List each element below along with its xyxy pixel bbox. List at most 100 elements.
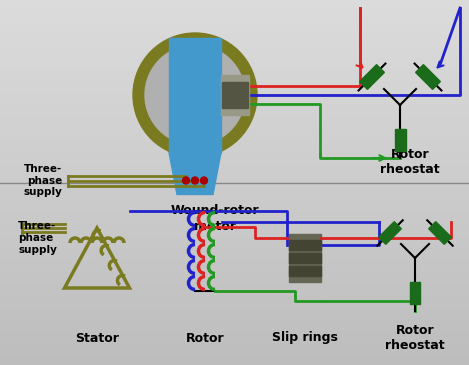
Bar — [0, 75, 469, 76]
Bar — [0, 47, 469, 48]
Bar — [0, 162, 469, 163]
Bar — [0, 241, 469, 242]
Bar — [378, 222, 401, 244]
Bar — [0, 60, 469, 61]
Bar — [0, 305, 469, 306]
Text: Three-
phase
supply: Three- phase supply — [18, 222, 57, 255]
Bar — [0, 319, 469, 320]
Bar — [0, 33, 469, 34]
Bar — [0, 167, 469, 168]
Bar — [0, 268, 469, 269]
Bar — [0, 107, 469, 108]
Bar — [0, 176, 469, 177]
Bar — [0, 331, 469, 332]
Bar — [0, 312, 469, 313]
Bar — [0, 109, 469, 110]
Bar — [0, 90, 469, 91]
Bar — [0, 253, 469, 254]
Bar — [0, 175, 469, 176]
Bar — [0, 100, 469, 101]
Bar — [0, 148, 469, 149]
Bar — [0, 51, 469, 52]
Bar — [0, 103, 469, 104]
Bar — [0, 340, 469, 341]
Bar — [0, 228, 469, 229]
Bar — [0, 362, 469, 363]
Bar — [0, 270, 469, 271]
Bar — [0, 139, 469, 140]
Text: Three-
phase
supply: Three- phase supply — [23, 164, 62, 197]
Bar — [0, 283, 469, 284]
Bar — [0, 3, 469, 4]
Bar — [0, 259, 469, 260]
Bar — [0, 111, 469, 112]
Bar — [0, 261, 469, 262]
Bar — [0, 174, 469, 175]
Bar — [0, 22, 469, 23]
Bar — [0, 361, 469, 362]
Bar — [0, 216, 469, 217]
Bar — [0, 143, 469, 144]
Text: Rotor
rheostat: Rotor rheostat — [385, 324, 445, 352]
Bar — [0, 198, 469, 199]
Bar — [0, 240, 469, 241]
Bar — [0, 157, 469, 158]
Bar — [0, 95, 469, 96]
Bar — [416, 65, 440, 89]
Bar — [0, 203, 469, 204]
Bar — [289, 253, 321, 263]
Bar — [0, 200, 469, 201]
Bar — [0, 199, 469, 200]
Bar — [360, 65, 385, 89]
Bar — [0, 299, 469, 300]
Bar — [0, 92, 469, 93]
Bar — [0, 9, 469, 10]
Bar — [0, 14, 469, 15]
Bar — [0, 295, 469, 296]
Bar — [0, 281, 469, 282]
Bar — [0, 17, 469, 18]
Bar — [0, 36, 469, 37]
Bar — [0, 98, 469, 99]
Bar — [0, 66, 469, 67]
Bar — [0, 106, 469, 107]
Bar — [0, 25, 469, 26]
Bar — [0, 21, 469, 22]
Bar — [0, 63, 469, 64]
Bar — [0, 265, 469, 266]
Bar — [0, 154, 469, 155]
Bar — [0, 121, 469, 122]
Text: Rotor: Rotor — [186, 331, 224, 345]
Bar — [0, 7, 469, 8]
Bar — [0, 343, 469, 344]
Bar — [0, 324, 469, 325]
Bar — [0, 230, 469, 231]
Bar — [0, 285, 469, 286]
Bar — [0, 42, 469, 43]
Bar — [0, 135, 469, 136]
Bar — [0, 29, 469, 30]
Bar — [429, 222, 451, 244]
Bar — [0, 335, 469, 336]
Bar — [0, 128, 469, 129]
Bar — [0, 11, 469, 12]
Bar — [0, 327, 469, 328]
Bar — [0, 222, 469, 223]
Bar — [0, 320, 469, 321]
Bar — [0, 80, 469, 81]
Bar — [0, 272, 469, 273]
Bar — [0, 84, 469, 85]
Bar — [0, 208, 469, 209]
Bar — [0, 152, 469, 153]
Bar — [0, 194, 469, 195]
Bar — [0, 125, 469, 126]
Bar — [0, 291, 469, 292]
Bar — [0, 356, 469, 357]
Bar — [0, 250, 469, 251]
Bar — [0, 147, 469, 148]
Bar — [0, 24, 469, 25]
Bar — [0, 350, 469, 351]
Bar — [0, 255, 469, 256]
Bar — [0, 296, 469, 297]
Bar — [0, 204, 469, 205]
